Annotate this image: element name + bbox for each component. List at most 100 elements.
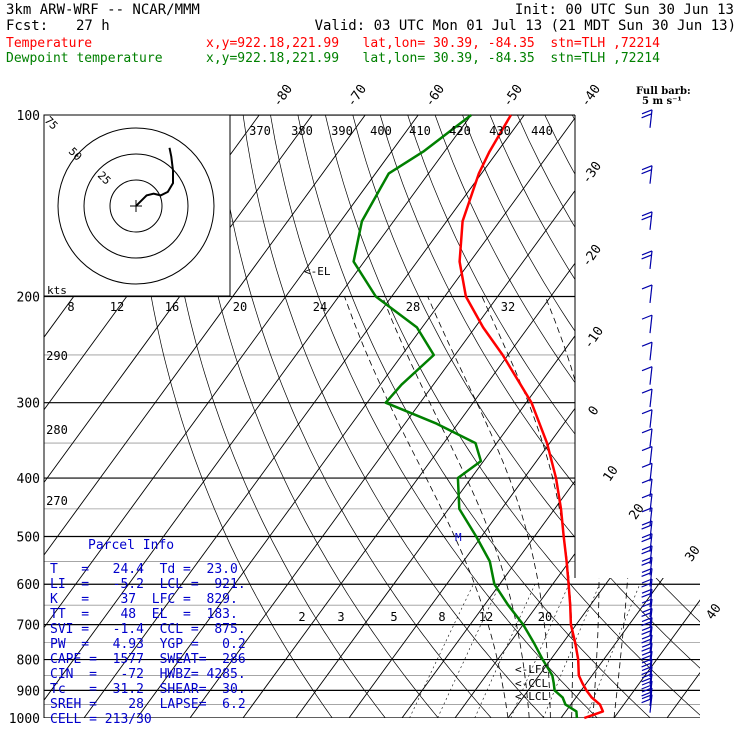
isotherm	[233, 115, 684, 718]
mixing-ratio-label: 12	[479, 610, 493, 624]
barb-flag	[641, 109, 653, 115]
barb-flag	[641, 698, 652, 704]
barb-flag	[641, 638, 652, 644]
barb-flag	[641, 284, 653, 290]
parcel-row-sreh: SREH = 28 LAPSE= 6.2	[50, 697, 246, 712]
dewpoint-label: Dewpoint temperature	[6, 51, 163, 66]
wind-barb	[641, 314, 653, 334]
parcel-row-k: K = 37 LFC = 829.	[50, 592, 238, 607]
dry-adiabat	[434, 115, 700, 718]
barb-flag	[641, 598, 653, 604]
barb-staff	[649, 366, 653, 385]
parcel-row-cell: CELL = 213/30	[50, 712, 152, 727]
barb-flag	[641, 658, 653, 664]
hodograph-units: kts	[47, 284, 67, 297]
barb-staff	[649, 463, 653, 482]
barb-flag	[641, 578, 653, 584]
parcel-row-cape: CAPE = 1577 SWEAT= 286	[50, 652, 246, 667]
mixing-ratio-label: 5	[390, 610, 397, 624]
wind-barb	[641, 588, 653, 608]
barb-staff	[649, 165, 653, 184]
mixing-ratio-line	[542, 584, 600, 718]
barb-flag	[641, 662, 652, 668]
barb-flag	[641, 520, 653, 526]
mixing-ratio-label: 8	[438, 610, 445, 624]
barb-staff	[649, 545, 653, 564]
isotherm-label: -60	[422, 82, 448, 110]
isotherm-label: 0	[586, 403, 603, 418]
barb-flag	[641, 617, 653, 623]
inset-x-label: 8	[67, 300, 74, 314]
barb-legend-units: 5 m s⁻¹	[642, 96, 682, 107]
barb-staff	[649, 446, 653, 465]
wind-barb	[641, 109, 653, 128]
parcel-row-svi: SVI = -1.4 CCL = 875.	[50, 622, 246, 637]
barb-flag	[641, 211, 653, 217]
moist-adiabat	[611, 296, 633, 718]
theta-label: 380	[291, 124, 313, 138]
barb-flag	[641, 602, 652, 608]
isotherm	[44, 115, 472, 718]
inset-x-label: 32	[501, 300, 515, 314]
barb-flag	[641, 669, 652, 676]
isotherm-label: 20	[626, 501, 647, 522]
barb-flag	[641, 567, 653, 573]
isotherm	[711, 115, 740, 731]
theta-low-label: 280	[46, 423, 68, 437]
barb-staff	[649, 315, 653, 334]
barb-staff	[649, 342, 653, 361]
dry-adiabat	[297, 115, 665, 718]
isotherm	[44, 115, 313, 718]
barb-flag	[641, 625, 653, 631]
parcel-row-pw: PW = 4.93 YGP = 0.2	[50, 637, 246, 652]
barb-flag	[641, 537, 652, 543]
moist-adiabat	[344, 296, 509, 718]
barb-flag	[641, 446, 653, 452]
barb-flag	[641, 428, 653, 434]
barb-flag	[641, 592, 652, 598]
barb-flag	[641, 611, 652, 618]
dry-adiabat	[160, 115, 396, 718]
barb-flag	[641, 571, 652, 577]
barb-flag	[641, 677, 652, 683]
dewpoint-location: x,y=922.18,221.99 lat,lon= 30.39, -84.35…	[206, 51, 660, 66]
theta-label: 400	[370, 124, 392, 138]
barb-flag	[641, 549, 652, 555]
isotherm	[604, 115, 700, 718]
isotherm	[44, 115, 366, 718]
level-marker: <-CCL	[515, 677, 548, 690]
wind-barb	[641, 533, 653, 552]
mixing-ratio-line	[409, 584, 474, 718]
mixing-ratio-line	[437, 584, 501, 718]
barb-flag	[641, 650, 653, 656]
barb-flag	[641, 556, 653, 562]
barb-flag	[641, 493, 653, 499]
hodograph-ring	[109, 179, 163, 233]
wind-barb	[641, 545, 653, 564]
barb-flag	[641, 687, 653, 693]
inset-x-label: 20	[233, 300, 247, 314]
barb-flag	[641, 533, 653, 539]
theta-low-label: 290	[46, 349, 68, 363]
isotherm-label: -80	[270, 82, 296, 110]
barb-flag	[641, 634, 653, 640]
barb-flag	[641, 691, 652, 697]
barb-flag	[641, 409, 653, 415]
isotherm	[127, 115, 578, 718]
parcel-info-panel: Parcel Info T = 24.4 Td = 23.0 LI = -5.2…	[44, 538, 246, 727]
wind-barb	[641, 520, 653, 540]
theta-label: 420	[449, 124, 471, 138]
barb-flag	[641, 588, 653, 594]
wind-barb	[641, 428, 653, 447]
theta-label: 440	[531, 124, 553, 138]
barb-flag	[641, 366, 653, 372]
isotherm	[498, 115, 700, 718]
barb-flag	[641, 646, 652, 652]
inset-x-label: 12	[110, 300, 124, 314]
barb-flag	[641, 621, 652, 627]
hodograph-ring	[57, 127, 215, 285]
theta-label: 410	[409, 124, 431, 138]
dry-adiabat	[325, 115, 700, 718]
barb-staff	[649, 250, 653, 269]
